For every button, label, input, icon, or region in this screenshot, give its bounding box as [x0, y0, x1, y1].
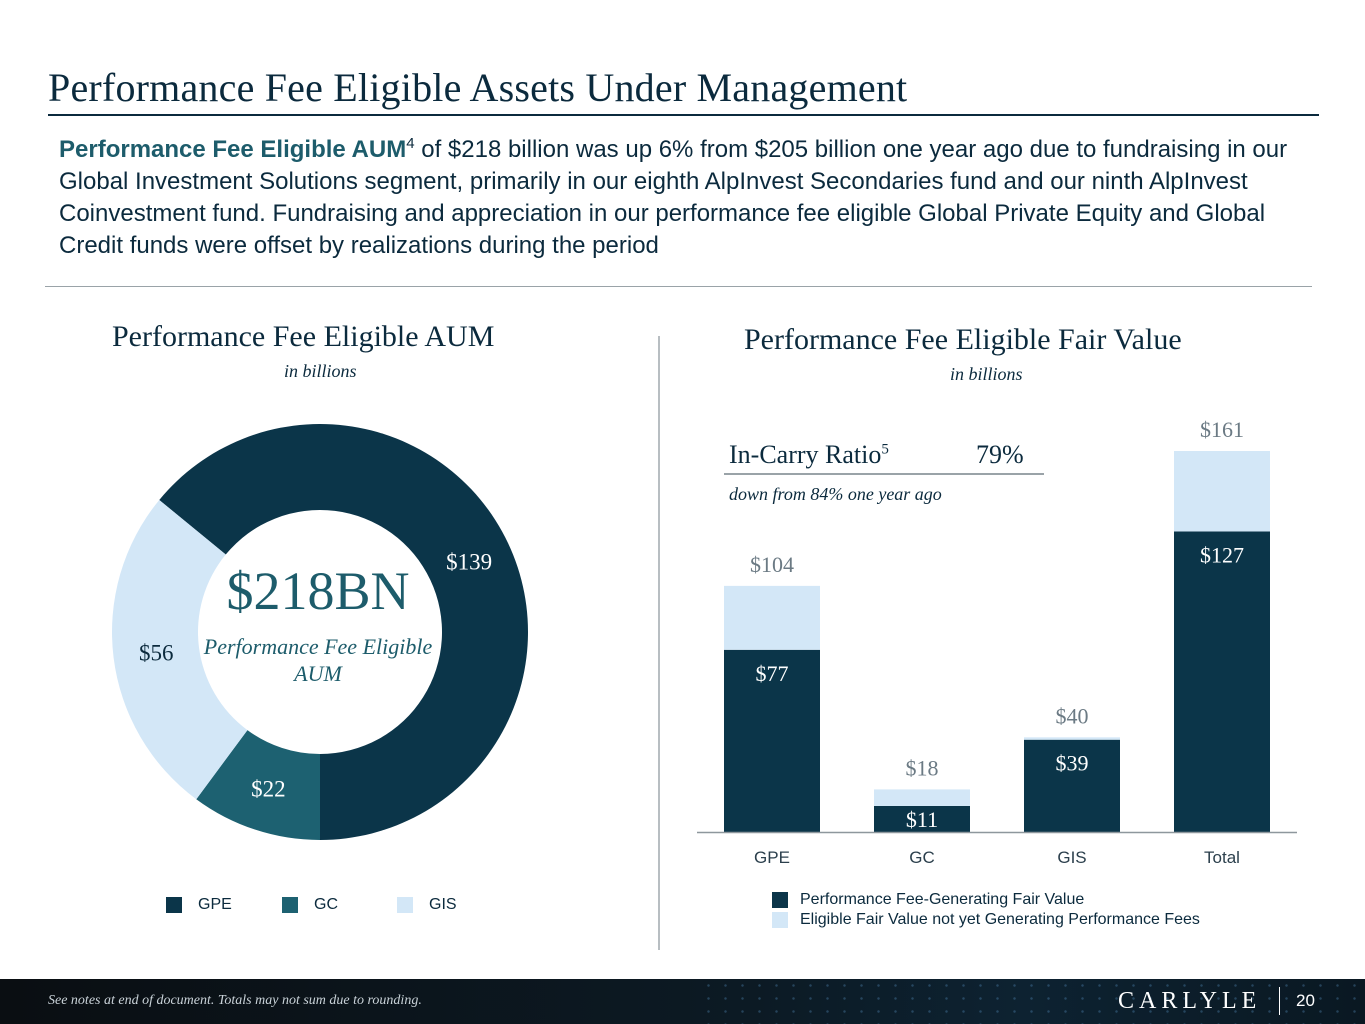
bar-total-label-total: $161: [1200, 417, 1244, 442]
carlyle-logo: CARLYLE: [1118, 988, 1262, 1014]
aum-total-caption: Performance Fee Eligible AUM: [203, 634, 433, 686]
intro-footnote-ref: 4: [406, 135, 415, 152]
bar-label-generating-gc: $11: [906, 807, 938, 832]
logo-divider: [1279, 987, 1280, 1015]
legend-swatch-gis: [397, 897, 413, 913]
legend-item-generating: Performance Fee-Generating Fair Value: [772, 891, 1084, 909]
donut-label-gpe: $139: [446, 549, 492, 574]
legend-label-gc: GC: [314, 896, 338, 913]
aum-chart-title: Performance Fee Eligible AUM: [112, 320, 495, 353]
legend-label-gpe: GPE: [198, 896, 232, 913]
footer-pattern: [700, 979, 1365, 1024]
intro-lead: Performance Fee Eligible AUM: [59, 136, 407, 163]
fair-value-chart-subtitle: in billions: [950, 364, 1023, 384]
in-carry-note: down from 84% one year ago: [729, 484, 942, 504]
in-carry-value: 79%: [976, 440, 1024, 469]
bar-generating-total: [1174, 531, 1270, 832]
aum-donut-chart: $139 $22 $56: [111, 424, 529, 840]
bar-label-generating-gis: $39: [1056, 751, 1089, 776]
legend-label-gis: GIS: [429, 896, 457, 913]
intro-body: of $218 billion was up 6% from $205 bill…: [59, 136, 1288, 259]
donut-label-gc: $22: [251, 777, 286, 802]
bar-generating-gis: [1024, 739, 1120, 832]
legend-item-not-generating: Eligible Fair Value not yet Generating P…: [772, 911, 1200, 929]
legend-swatch-gc: [282, 897, 298, 913]
bar-not-generating-gis: [1024, 737, 1120, 740]
bar-generating-gc: [874, 805, 970, 832]
footer-note: See notes at end of document. Totals may…: [48, 993, 422, 1008]
fair-value-bar-chart: $77 $104 GPE $11 $18 GC $39 $40 GIS $127 $161 Total: [697, 417, 1297, 867]
bar-label-generating-gpe: $77: [756, 661, 789, 686]
title-divider: [48, 114, 1319, 116]
intro-paragraph: Performance Fee Eligible AUM4 of $218 bi…: [59, 134, 1319, 262]
panel-divider: [658, 336, 660, 950]
donut-slice-gpe: [159, 424, 529, 840]
x-tick-label-gc: GC: [909, 848, 935, 867]
legend-item-gpe: GPE: [166, 896, 232, 914]
footer-bar: See notes at end of document. Totals may…: [0, 979, 1365, 1024]
bar-total-label-gis: $40: [1056, 703, 1089, 728]
bar-not-generating-gc: [874, 789, 970, 806]
x-tick-label-total: Total: [1204, 848, 1240, 867]
legend-item-gc: GC: [282, 896, 338, 914]
bar-total-label-gpe: $104: [750, 552, 794, 577]
bar-label-generating-total: $127: [1200, 542, 1244, 567]
bar-not-generating-gpe: [724, 585, 820, 650]
legend-item-gis: GIS: [397, 896, 457, 914]
in-carry-label-text: In-Carry Ratio: [729, 440, 882, 469]
bar-not-generating-total: [1174, 451, 1270, 532]
page-number: 20: [1296, 991, 1315, 1010]
section-divider: [45, 286, 1312, 287]
bar-total-label-gc: $18: [906, 755, 939, 780]
bar-generating-gpe: [724, 649, 820, 832]
aum-chart-subtitle: in billions: [284, 361, 357, 381]
legend-label-not-generating: Eligible Fair Value not yet Generating P…: [800, 911, 1200, 928]
legend-swatch-not-generating: [772, 912, 788, 928]
in-carry-footnote-ref: 5: [881, 441, 889, 458]
donut-slice-gis: [111, 499, 248, 800]
aum-total-value: $218BN: [226, 561, 410, 621]
legend-swatch-generating: [772, 892, 788, 908]
fair-value-chart-title: Performance Fee Eligible Fair Value: [744, 323, 1182, 356]
in-carry-divider: [724, 473, 1044, 475]
in-carry-label: In-Carry Ratio5: [729, 440, 1029, 470]
donut-label-gis: $56: [139, 640, 174, 665]
x-tick-label-gpe: GPE: [754, 848, 790, 867]
legend-label-generating: Performance Fee-Generating Fair Value: [800, 891, 1085, 908]
x-tick-label-gis: GIS: [1057, 848, 1086, 867]
donut-slice-gc: [196, 730, 320, 840]
page-title: Performance Fee Eligible Assets Under Ma…: [48, 65, 908, 110]
legend-swatch-gpe: [166, 897, 182, 913]
